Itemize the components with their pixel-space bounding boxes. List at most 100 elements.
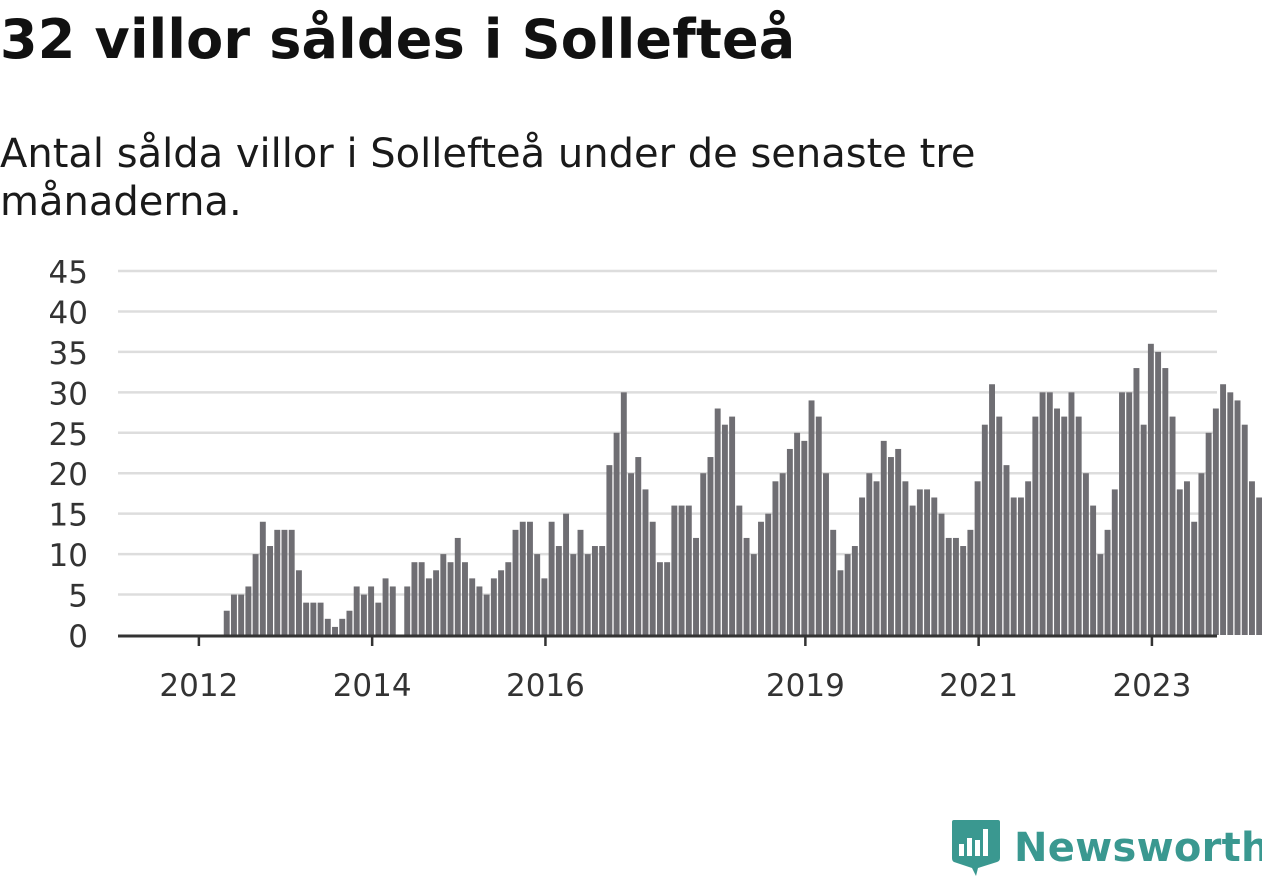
x-tick-label: 2012 <box>159 668 238 700</box>
bar <box>1082 473 1089 635</box>
bar <box>656 562 663 635</box>
bar <box>288 529 295 635</box>
bar <box>584 554 591 635</box>
bar <box>1046 392 1053 635</box>
bar <box>591 546 598 635</box>
bar <box>880 440 887 635</box>
bar <box>649 521 656 635</box>
bar <box>909 505 916 635</box>
y-tick-label: 20 <box>49 457 88 493</box>
bar <box>873 481 880 635</box>
bar <box>563 513 570 635</box>
x-tick-label: 2016 <box>506 668 585 700</box>
bar <box>1198 473 1205 635</box>
y-tick-label: 35 <box>49 336 88 372</box>
bar <box>577 529 584 635</box>
bar <box>859 497 866 635</box>
chart-title: 32 villor såldes i Sollefteå <box>0 8 796 71</box>
bar <box>750 554 757 635</box>
bar <box>960 546 967 635</box>
bar <box>671 505 678 635</box>
bar <box>252 554 259 635</box>
newsworthy-logo: Newsworthy <box>950 818 1262 878</box>
bar <box>1140 424 1147 635</box>
bar <box>981 424 988 635</box>
bar <box>1104 529 1111 635</box>
bar <box>924 489 931 635</box>
bar <box>779 473 786 635</box>
bar <box>1227 392 1234 635</box>
bar <box>642 489 649 635</box>
bar <box>274 529 281 635</box>
bar <box>1155 351 1162 635</box>
bar <box>303 602 310 635</box>
bar <box>989 384 995 635</box>
bar <box>815 416 822 635</box>
bar <box>548 521 555 635</box>
bar <box>1032 416 1039 635</box>
bar <box>1075 416 1082 635</box>
bar <box>1256 497 1262 635</box>
bar <box>339 618 346 635</box>
bar <box>505 562 512 635</box>
bar <box>454 537 461 635</box>
x-tick-label: 2021 <box>939 668 1018 700</box>
bar <box>281 529 288 635</box>
bar <box>1147 343 1154 635</box>
bar <box>888 457 894 635</box>
bar <box>1097 554 1104 635</box>
bar <box>996 416 1003 635</box>
bar <box>295 570 302 635</box>
bar <box>462 562 468 635</box>
x-tick-label: 2014 <box>333 668 412 700</box>
bar <box>223 610 230 635</box>
bar <box>375 602 382 635</box>
bar <box>801 440 808 635</box>
bar <box>447 562 454 635</box>
y-tick-label: 10 <box>49 538 88 574</box>
bar <box>541 578 548 635</box>
bar <box>1191 521 1198 635</box>
bar <box>693 537 699 635</box>
bar <box>721 424 728 635</box>
chart-subtitle: Antal sålda villor i Sollefteå under de … <box>0 131 976 225</box>
bar <box>613 432 620 635</box>
bar <box>317 602 324 635</box>
bar <box>310 602 317 635</box>
bar <box>967 529 974 635</box>
bar <box>1111 489 1118 635</box>
bar <box>635 457 642 635</box>
bar <box>527 521 533 635</box>
bar <box>931 497 938 635</box>
newsworthy-chart-icon <box>952 820 1000 876</box>
bar <box>259 521 266 635</box>
x-tick-label: 2023 <box>1112 668 1191 700</box>
bar-chart: 0 5 10 15 20 25 30 35 40 45 2012 2014 2016 2019 2021 20… <box>49 255 1262 700</box>
bar <box>1090 505 1097 635</box>
bar <box>599 546 606 635</box>
bar <box>1212 408 1219 635</box>
brand-name: Newsworthy <box>1014 825 1262 871</box>
bar <box>1184 481 1190 635</box>
bar <box>238 594 245 635</box>
y-tick-label: 45 <box>49 255 88 291</box>
bar <box>1017 497 1024 635</box>
bar <box>490 578 497 635</box>
bar <box>1205 432 1212 635</box>
bar <box>729 416 736 635</box>
bar <box>830 529 837 635</box>
bar <box>1068 392 1075 635</box>
bar <box>267 546 273 635</box>
bar <box>1003 465 1010 635</box>
y-tick-label: 5 <box>68 579 88 615</box>
y-tick-label: 0 <box>68 619 88 655</box>
bar <box>1133 368 1140 635</box>
bar <box>476 586 483 635</box>
bar <box>469 578 476 635</box>
bar <box>678 505 685 635</box>
bar <box>620 392 627 635</box>
bar <box>1061 416 1068 635</box>
bar <box>1176 489 1183 635</box>
bar <box>519 521 526 635</box>
bar <box>425 578 432 635</box>
